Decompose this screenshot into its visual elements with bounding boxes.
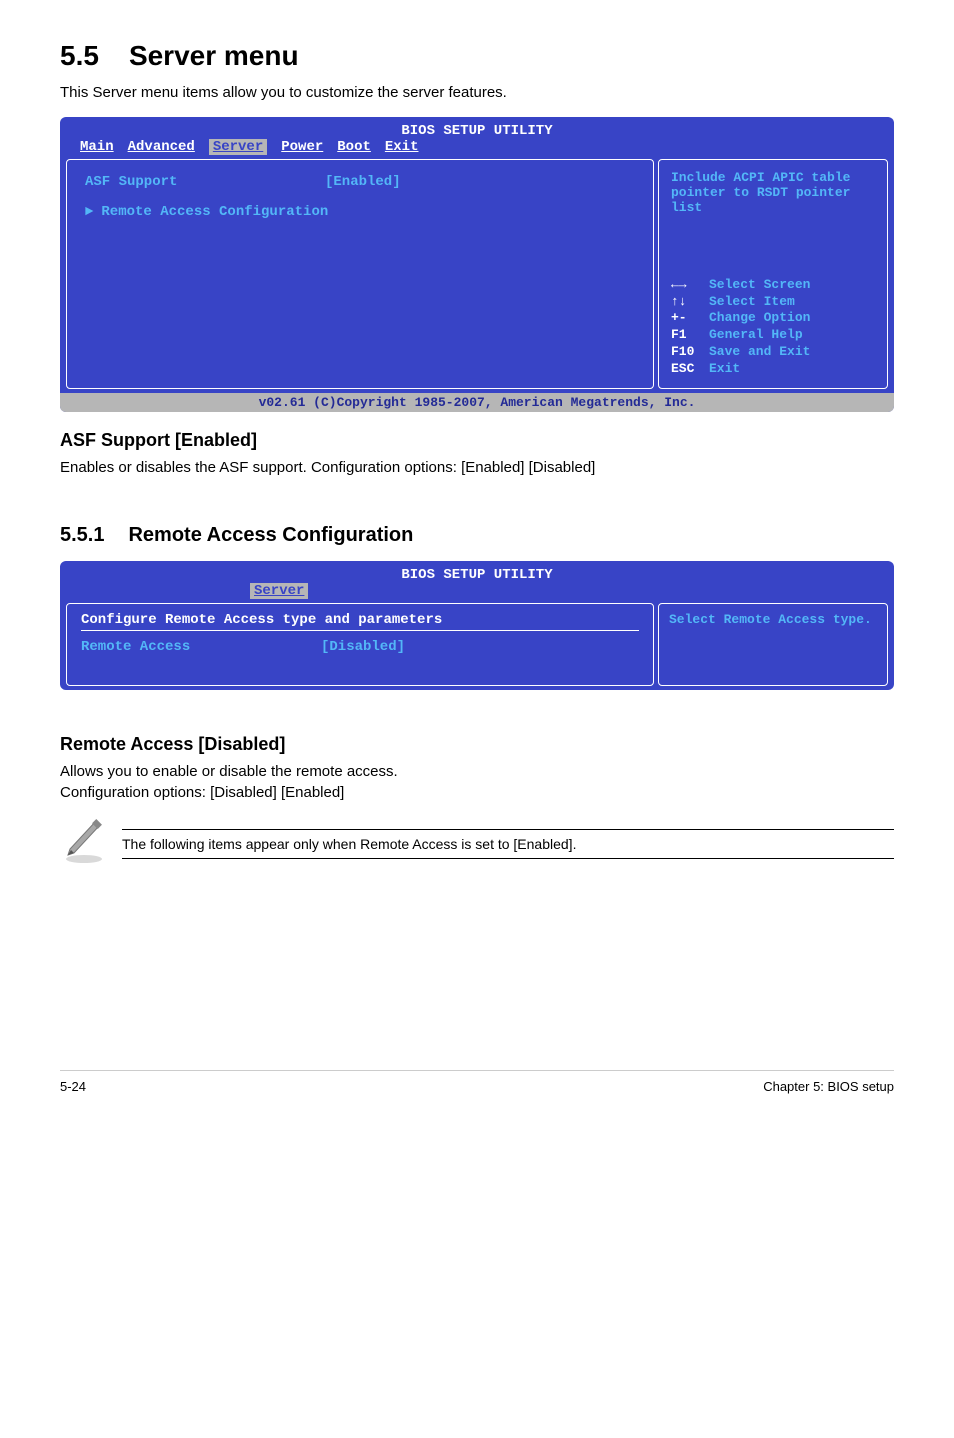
key-sym-esc: ESC xyxy=(671,361,701,378)
config-title: Configure Remote Access type and paramet… xyxy=(81,612,639,628)
bios2-tab-server: Server xyxy=(250,583,308,599)
bios-row-asf: ASF Support [Enabled] xyxy=(85,174,635,190)
key-txt-change: Change Option xyxy=(709,310,810,327)
bios-left-pane: ASF Support [Enabled] ► Remote Access Con… xyxy=(66,159,654,389)
tab-power: Power xyxy=(281,139,323,155)
tab-boot: Boot xyxy=(337,139,371,155)
key-txt-select-item: Select Item xyxy=(709,294,795,311)
tab-server: Server xyxy=(209,139,267,155)
subsection-name: Remote Access Configuration xyxy=(128,524,413,546)
footer-right: Chapter 5: BIOS setup xyxy=(763,1079,894,1094)
bios2-help: Select Remote Access type. xyxy=(669,612,872,627)
asf-value: [Enabled] xyxy=(325,174,401,190)
bios-right-pane: Include ACPI APIC table pointer to RSDT … xyxy=(658,159,888,389)
bios-header: BIOS SETUP UTILITY xyxy=(60,117,894,139)
tab-advanced: Advanced xyxy=(128,139,195,155)
subsection-title: 5.5.1 Remote Access Configuration xyxy=(60,524,894,547)
asf-heading: ASF Support [Enabled] xyxy=(60,430,894,451)
bios-screenshot-1: BIOS SETUP UTILITY Main Advanced Server … xyxy=(60,117,894,412)
note-text: The following items appear only when Rem… xyxy=(122,836,894,852)
bios-tabs: Main Advanced Server Power Boot Exit xyxy=(60,139,894,159)
tab-exit: Exit xyxy=(385,139,419,155)
remote-heading: Remote Access [Disabled] xyxy=(60,734,894,755)
key-sym-ud: ↑↓ xyxy=(671,294,701,311)
bios2-right-pane: Select Remote Access type. xyxy=(658,603,888,686)
asf-label: ASF Support xyxy=(85,174,325,190)
note-block: The following items appear only when Rem… xyxy=(60,817,894,870)
note-rule-bottom xyxy=(122,858,894,859)
bios2-row-remote: Remote Access [Disabled] xyxy=(81,639,639,655)
bios2-header: BIOS SETUP UTILITY xyxy=(60,561,894,583)
curve-mask xyxy=(60,702,894,728)
key-txt-select-screen: Select Screen xyxy=(709,277,810,294)
help-top-text: Include ACPI APIC table pointer to RSDT … xyxy=(671,170,875,215)
section-name: Server menu xyxy=(129,40,299,71)
note-rule-top xyxy=(122,829,894,830)
key-sym-f1: F1 xyxy=(671,327,701,344)
tab-main: Main xyxy=(80,139,114,155)
key-txt-save: Save and Exit xyxy=(709,344,810,361)
key-txt-exit: Exit xyxy=(709,361,740,378)
bios-footer: v02.61 (C)Copyright 1985-2007, American … xyxy=(60,393,894,412)
remote-label: Remote Access xyxy=(81,639,321,655)
remote-line2: Configuration options: [Disabled] [Enabl… xyxy=(60,782,894,803)
remote-value: [Disabled] xyxy=(321,639,405,655)
footer-left: 5-24 xyxy=(60,1079,86,1094)
pencil-icon xyxy=(60,817,108,870)
bios2-left-pane: Configure Remote Access type and paramet… xyxy=(66,603,654,686)
key-txt-help: General Help xyxy=(709,327,803,344)
subsection-number: 5.5.1 xyxy=(60,524,104,546)
bios2-tabrow: Server xyxy=(60,583,894,603)
section-title: 5.5 Server menu xyxy=(60,40,894,72)
triangle-icon: ► xyxy=(85,204,93,220)
key-sym-lr: ←→ xyxy=(671,277,701,294)
section-number: 5.5 xyxy=(60,40,99,71)
section-intro: This Server menu items allow you to cust… xyxy=(60,82,894,103)
submenu-label: Remote Access Configuration xyxy=(101,204,328,220)
asf-text: Enables or disables the ASF support. Con… xyxy=(60,457,894,478)
key-sym-f10: F10 xyxy=(671,344,701,361)
help-keys: ←→ Select Screen ↑↓ Select Item +- Change O… xyxy=(671,277,875,378)
bios-submenu: ► Remote Access Configuration xyxy=(85,204,635,220)
page-footer: 5-24 Chapter 5: BIOS setup xyxy=(60,1070,894,1094)
key-sym-pm: +- xyxy=(671,310,701,327)
remote-line1: Allows you to enable or disable the remo… xyxy=(60,761,894,782)
bios-screenshot-2: BIOS SETUP UTILITY Server Configure Remo… xyxy=(60,561,894,690)
